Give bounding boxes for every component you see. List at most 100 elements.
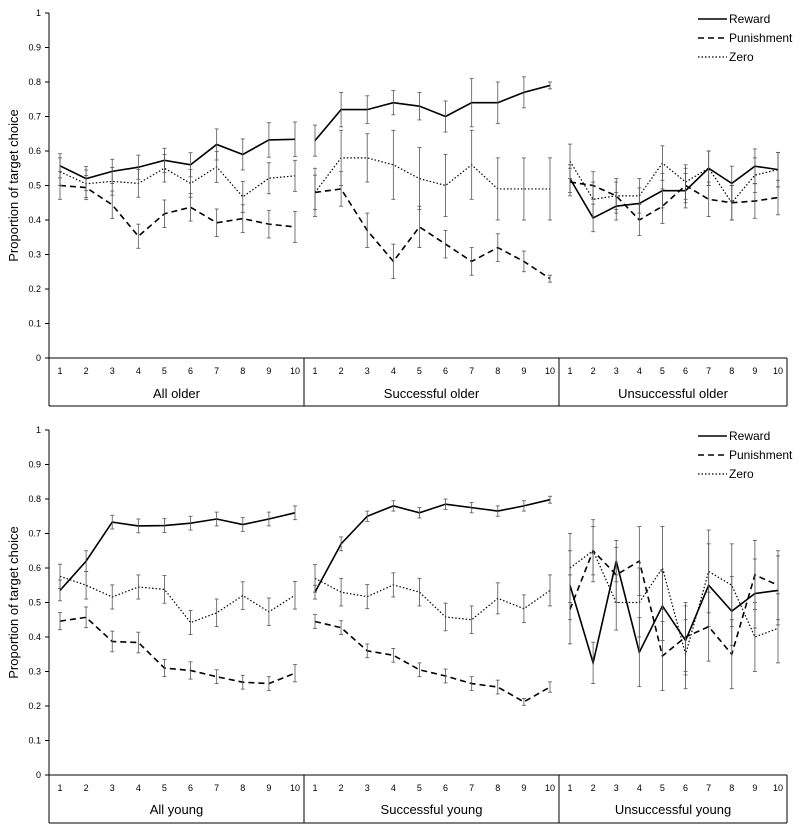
- group-label: Unsuccessful young: [615, 802, 731, 817]
- y-axis-label: Proportion of target choice: [6, 526, 21, 678]
- x-tick-label: 6: [188, 783, 193, 793]
- x-tick-label: 7: [214, 366, 219, 376]
- y-tick-label: 0.8: [28, 77, 41, 87]
- x-tick-label: 1: [57, 783, 62, 793]
- y-tick-label: 0.4: [28, 215, 41, 225]
- y-tick-label: 0.4: [28, 632, 41, 642]
- y-tick-label: 0.6: [28, 563, 41, 573]
- y-tick-label: 0.9: [28, 460, 41, 470]
- y-tick-label: 0.3: [28, 667, 41, 677]
- x-tick-label: 7: [469, 783, 474, 793]
- legend-label: Zero: [729, 50, 754, 64]
- x-tick-label: 9: [266, 783, 271, 793]
- x-tick-label: 1: [567, 366, 572, 376]
- y-axis-label: Proportion of target choice: [6, 109, 21, 261]
- series-line-zero: [569, 161, 779, 204]
- legend-label: Reward: [729, 429, 770, 443]
- x-tick-label: 6: [188, 366, 193, 376]
- x-tick-label: 5: [417, 366, 422, 376]
- series-line-zero: [569, 549, 779, 657]
- x-tick-label: 10: [773, 783, 783, 793]
- group-label: All older: [153, 386, 201, 401]
- x-tick-label: 4: [136, 783, 141, 793]
- x-tick-label: 6: [443, 783, 448, 793]
- x-tick-label: 5: [660, 783, 665, 793]
- x-tick-label: 3: [365, 366, 370, 376]
- series-line-reward: [314, 498, 551, 593]
- y-tick-label: 1: [36, 425, 41, 435]
- y-tick-label: 0: [36, 353, 41, 363]
- x-tick-label: 7: [214, 783, 219, 793]
- x-tick-label: 1: [312, 366, 317, 376]
- series-line-reward: [59, 138, 296, 180]
- x-tick-label: 1: [57, 366, 62, 376]
- x-tick-label: 6: [443, 366, 448, 376]
- x-tick-label: 10: [290, 783, 300, 793]
- x-tick-label: 9: [752, 783, 757, 793]
- x-tick-label: 8: [495, 366, 500, 376]
- x-tick-label: 2: [339, 366, 344, 376]
- y-tick-label: 0.7: [28, 112, 41, 122]
- x-tick-label: 10: [545, 366, 555, 376]
- x-tick-label: 2: [591, 366, 596, 376]
- y-tick-label: 0.6: [28, 146, 41, 156]
- x-tick-label: 5: [162, 783, 167, 793]
- x-tick-label: 2: [84, 366, 89, 376]
- x-tick-label: 6: [683, 783, 688, 793]
- y-tick-label: 0.2: [28, 284, 41, 294]
- x-tick-label: 5: [417, 783, 422, 793]
- x-tick-label: 8: [495, 783, 500, 793]
- series-line-punishment: [569, 181, 779, 222]
- x-tick-label: 2: [591, 783, 596, 793]
- series-line-reward: [314, 84, 551, 142]
- y-tick-label: 0.9: [28, 43, 41, 53]
- x-tick-label: 3: [110, 783, 115, 793]
- legend-label: Punishment: [729, 31, 793, 45]
- group-label: Successful young: [381, 802, 483, 817]
- series-line-punishment: [59, 616, 296, 685]
- series-line-reward: [569, 165, 779, 219]
- series-line-zero: [59, 575, 296, 624]
- x-tick-label: 3: [365, 783, 370, 793]
- y-tick-label: 0.2: [28, 701, 41, 711]
- x-tick-label: 1: [312, 783, 317, 793]
- series-line-reward: [59, 512, 296, 591]
- y-tick-label: 0.1: [28, 319, 41, 329]
- legend-label: Zero: [729, 467, 754, 481]
- y-tick-label: 0.1: [28, 736, 41, 746]
- series-line-zero: [314, 157, 550, 193]
- group-label: Successful older: [384, 386, 480, 401]
- x-tick-label: 7: [706, 783, 711, 793]
- x-tick-label: 9: [521, 783, 526, 793]
- x-tick-label: 8: [729, 783, 734, 793]
- x-tick-label: 7: [469, 366, 474, 376]
- x-tick-label: 4: [136, 366, 141, 376]
- x-tick-label: 7: [706, 366, 711, 376]
- legend-label: Reward: [729, 12, 770, 26]
- x-tick-label: 3: [614, 366, 619, 376]
- x-tick-label: 4: [637, 366, 642, 376]
- x-tick-label: 8: [240, 783, 245, 793]
- series-line-punishment: [59, 184, 296, 238]
- y-tick-label: 1: [36, 8, 41, 18]
- series-line-reward: [569, 560, 779, 667]
- x-tick-label: 1: [567, 783, 572, 793]
- x-tick-label: 3: [110, 366, 115, 376]
- legend-label: Punishment: [729, 448, 793, 462]
- series-line-punishment: [314, 188, 551, 280]
- x-tick-label: 9: [521, 366, 526, 376]
- group-label: Unsuccessful older: [618, 386, 728, 401]
- x-tick-label: 10: [545, 783, 555, 793]
- x-tick-label: 2: [84, 783, 89, 793]
- series-line-punishment: [314, 620, 551, 703]
- x-tick-label: 10: [290, 366, 300, 376]
- x-tick-label: 8: [729, 366, 734, 376]
- x-tick-label: 9: [266, 366, 271, 376]
- x-tick-label: 4: [637, 783, 642, 793]
- x-tick-label: 2: [339, 783, 344, 793]
- y-tick-label: 0.5: [28, 181, 41, 191]
- x-tick-label: 4: [391, 366, 396, 376]
- x-tick-label: 6: [683, 366, 688, 376]
- series-line-zero: [314, 577, 551, 621]
